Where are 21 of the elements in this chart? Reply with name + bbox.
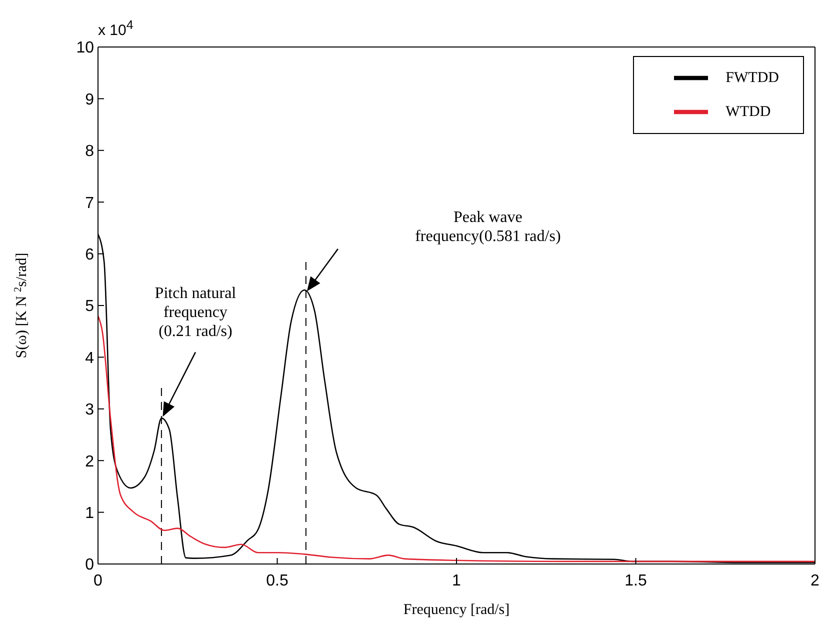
x-tick-label: 1.5 — [624, 572, 647, 590]
x-tick-label: 2 — [810, 572, 820, 590]
y-tick-label: 1 — [85, 504, 94, 522]
y-tick-label: 6 — [85, 246, 94, 264]
x-tick-label: 1 — [452, 572, 462, 590]
x-tick-label: 0.5 — [266, 572, 288, 590]
x-axis-title: Frequency [rad/s] — [403, 602, 510, 618]
legend-label: FWTDD — [726, 70, 779, 86]
y-tick-label: 7 — [85, 194, 94, 212]
annotation: Peak wave frequency(0.581 rad/s) — [415, 208, 561, 245]
text: x 10$^{4}$ — [98, 18, 134, 39]
y-tick-label: 5 — [85, 298, 94, 316]
y-tick-label: 9 — [85, 91, 94, 108]
legend-label: WTDD — [726, 104, 771, 120]
y-tick-label: 0 — [85, 556, 94, 574]
y-tick-label: 2 — [85, 453, 94, 470]
annotation: Pitch natural frequency (0.21 rad/s) — [154, 285, 237, 340]
y-tick-label: 10 — [76, 40, 94, 57]
y-tick-label: 8 — [85, 143, 94, 160]
y-tick-label: 3 — [85, 402, 94, 419]
y-tick-label: 4 — [85, 350, 94, 367]
